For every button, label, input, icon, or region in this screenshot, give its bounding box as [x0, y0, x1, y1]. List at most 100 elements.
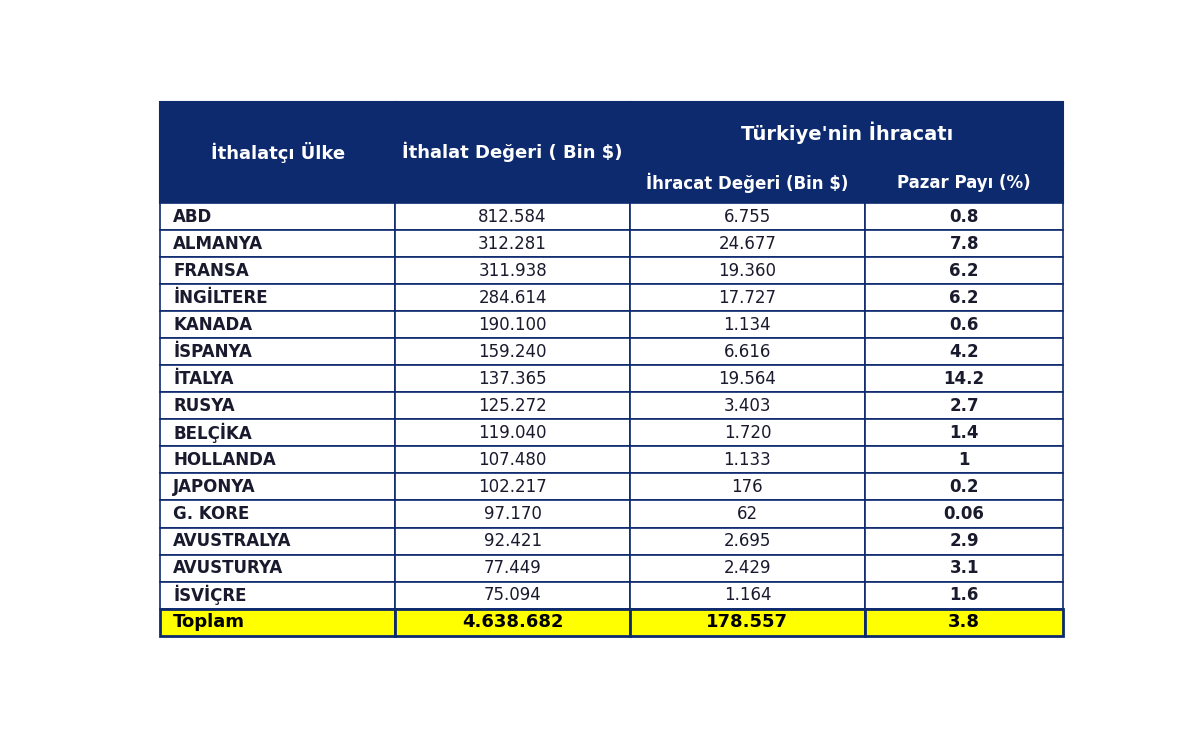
Text: 97.170: 97.170	[484, 505, 542, 523]
Text: 312.281: 312.281	[478, 234, 547, 253]
Text: 178.557: 178.557	[707, 613, 788, 631]
Text: İNGİLTERE: İNGİLTERE	[173, 289, 267, 307]
Text: FRANSA: FRANSA	[173, 261, 250, 280]
Bar	[395, 284, 630, 311]
Text: 77.449: 77.449	[484, 559, 541, 577]
Text: 1.6: 1.6	[949, 586, 979, 604]
Text: 92.421: 92.421	[484, 532, 542, 550]
Bar	[864, 163, 1064, 203]
Bar	[630, 230, 864, 257]
Text: 1.4: 1.4	[949, 424, 979, 442]
Bar	[630, 474, 864, 501]
Text: İhracat Değeri (Bin $): İhracat Değeri (Bin $)	[646, 173, 849, 193]
Bar	[160, 284, 395, 311]
Text: 4.638.682: 4.638.682	[462, 613, 564, 631]
Bar	[864, 474, 1064, 501]
Text: 137.365: 137.365	[479, 370, 547, 388]
Text: 3.8: 3.8	[948, 613, 980, 631]
Text: 125.272: 125.272	[479, 397, 547, 415]
Text: 812.584: 812.584	[479, 207, 547, 226]
Bar	[160, 501, 395, 528]
Bar	[395, 365, 630, 392]
Bar	[160, 203, 395, 230]
Bar	[395, 203, 630, 230]
Bar	[864, 311, 1064, 338]
Bar	[864, 528, 1064, 555]
Text: 284.614: 284.614	[479, 289, 547, 307]
Bar	[864, 609, 1064, 636]
Text: 75.094: 75.094	[484, 586, 541, 604]
Bar	[160, 582, 395, 609]
Bar	[864, 419, 1064, 447]
Text: G. KORE: G. KORE	[173, 505, 250, 523]
Text: 1.720: 1.720	[724, 424, 771, 442]
Text: 6.2: 6.2	[949, 261, 979, 280]
Text: 0.06: 0.06	[943, 505, 985, 523]
Bar	[160, 365, 395, 392]
Bar	[630, 284, 864, 311]
Bar	[864, 257, 1064, 284]
Text: 311.938: 311.938	[479, 261, 547, 280]
Text: 0.6: 0.6	[949, 316, 979, 334]
Text: 6.2: 6.2	[949, 289, 979, 307]
Bar	[160, 311, 395, 338]
Bar	[160, 101, 395, 203]
Text: Toplam: Toplam	[173, 613, 245, 631]
Bar	[395, 528, 630, 555]
Bar	[630, 163, 864, 203]
Bar	[630, 528, 864, 555]
Bar	[160, 392, 395, 419]
Bar	[395, 447, 630, 474]
Bar	[160, 474, 395, 501]
Bar	[864, 501, 1064, 528]
Bar	[395, 582, 630, 609]
Bar	[864, 582, 1064, 609]
Bar	[630, 609, 864, 636]
Bar	[630, 311, 864, 338]
Text: 2.695: 2.695	[724, 532, 771, 550]
Bar	[395, 101, 630, 203]
Text: 159.240: 159.240	[479, 343, 547, 361]
Text: AVUSTRALYA: AVUSTRALYA	[173, 532, 291, 550]
Bar	[160, 419, 395, 447]
Bar	[630, 501, 864, 528]
Bar	[160, 609, 395, 636]
Text: 6.755: 6.755	[724, 207, 771, 226]
Text: 1.133: 1.133	[724, 451, 771, 469]
Text: 19.564: 19.564	[719, 370, 776, 388]
Bar	[630, 555, 864, 582]
Bar	[864, 555, 1064, 582]
Bar	[395, 419, 630, 447]
Bar	[864, 365, 1064, 392]
Bar	[395, 501, 630, 528]
Text: 176: 176	[732, 478, 763, 496]
Bar	[630, 203, 864, 230]
Bar	[160, 230, 395, 257]
Bar	[864, 230, 1064, 257]
Text: İthalat Değeri ( Bin $): İthalat Değeri ( Bin $)	[402, 142, 623, 163]
Text: İSPANYA: İSPANYA	[173, 343, 252, 361]
Text: İSVİÇRE: İSVİÇRE	[173, 585, 247, 605]
Text: 0.2: 0.2	[949, 478, 979, 496]
Bar	[630, 447, 864, 474]
Text: JAPONYA: JAPONYA	[173, 478, 256, 496]
Bar	[630, 101, 1064, 163]
Text: 7.8: 7.8	[949, 234, 979, 253]
Text: 1.164: 1.164	[724, 586, 771, 604]
Bar	[395, 311, 630, 338]
Text: 17.727: 17.727	[719, 289, 776, 307]
Bar	[630, 338, 864, 365]
Bar	[864, 203, 1064, 230]
Bar	[160, 528, 395, 555]
Bar	[395, 392, 630, 419]
Text: İthalatçı Ülke: İthalatçı Ülke	[210, 142, 345, 163]
Text: RUSYA: RUSYA	[173, 397, 235, 415]
Text: 3.403: 3.403	[724, 397, 771, 415]
Bar	[630, 582, 864, 609]
Text: İTALYA: İTALYA	[173, 370, 234, 388]
Text: 0.8: 0.8	[949, 207, 979, 226]
Bar	[864, 447, 1064, 474]
Text: BELÇİKA: BELÇİKA	[173, 423, 252, 443]
Text: ALMANYA: ALMANYA	[173, 234, 264, 253]
Text: Pazar Payı (%): Pazar Payı (%)	[898, 174, 1030, 192]
